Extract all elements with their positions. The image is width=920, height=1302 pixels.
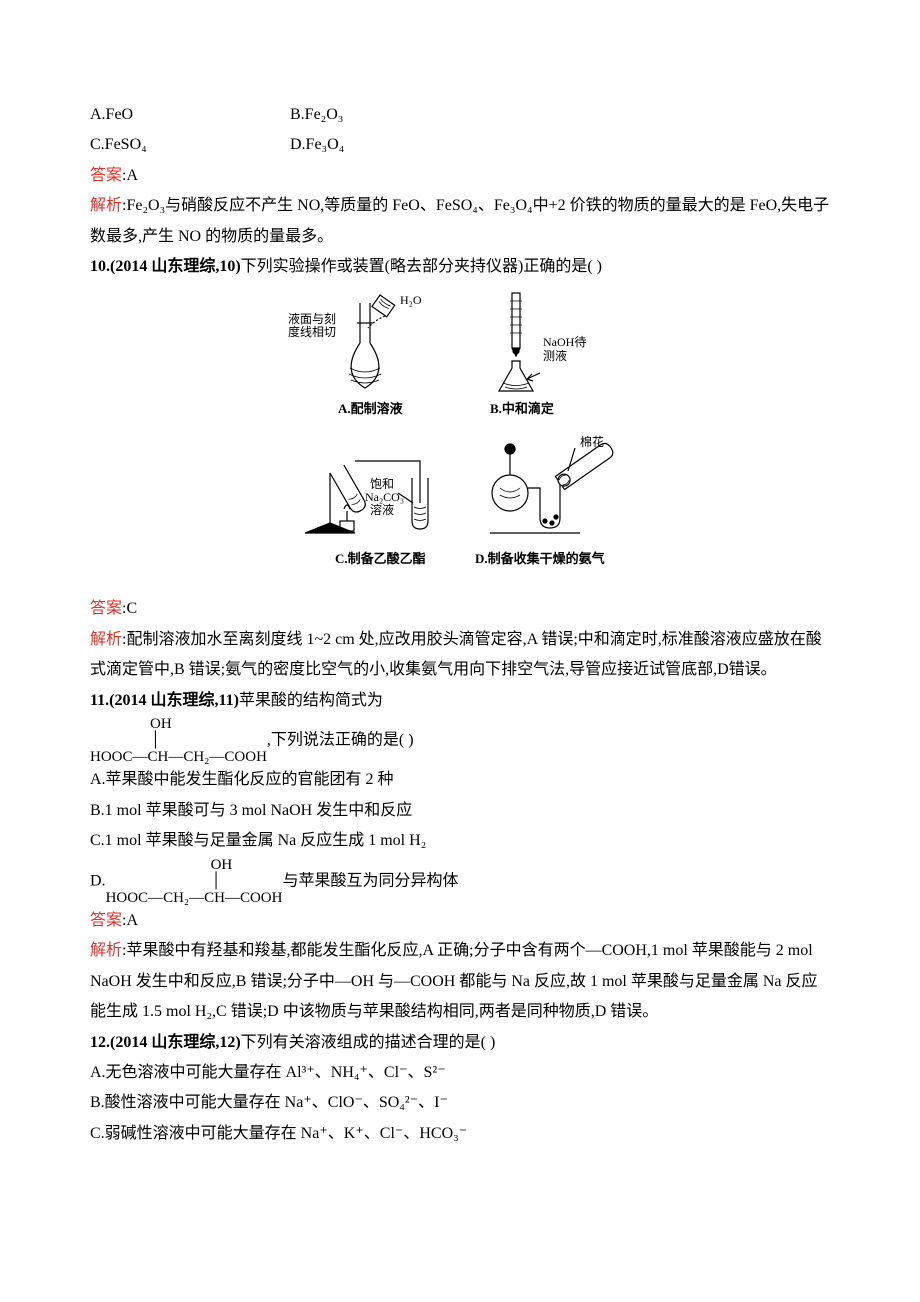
q11-answer: 答案:A xyxy=(90,906,830,936)
answer-value: :A xyxy=(122,167,138,184)
fig-a-note2: 度线相切 xyxy=(288,324,336,339)
opt-d: D.Fe₃O₄ xyxy=(290,130,344,160)
fig-c-caption: C.制备乙酸乙酯 xyxy=(335,551,426,566)
q12-opt-a: A.无色溶液中可能大量存在 Al³⁺、NH₄⁺、Cl⁻、S²⁻ xyxy=(90,1058,830,1088)
q11-tail: ,下列说法正确的是( ) xyxy=(267,731,414,748)
opt-c: C.FeSO₄ xyxy=(90,130,290,160)
apparatus-diagram: 液面与刻 度线相切 H₂O NaOH待 测液 饱和 Na₂CO₃ 溶液 棉花 A… xyxy=(280,288,640,588)
q12-head: 12.(2014 山东理综,12) xyxy=(90,1034,241,1051)
q9-explanation: 解析:Fe₂O₃与硝酸反应不产生 NO,等质量的 FeO、FeSO₄、Fe₃O₄… xyxy=(90,191,830,252)
answer-value: :A xyxy=(122,912,138,929)
explain-body: :配制溶液加水至离刻度线 1~2 cm 处,应改用胶头滴管定容,A 错误;中和滴… xyxy=(90,631,822,678)
opt-a: A.FeO xyxy=(90,100,290,130)
fig-h2o: H₂O xyxy=(400,293,422,307)
q9-options-row2: C.FeSO₄ D.Fe₃O₄ xyxy=(90,130,830,160)
fig-a-note1: 液面与刻 xyxy=(288,311,336,326)
explain-label: 解析 xyxy=(90,631,122,648)
fig-cotton: 棉花 xyxy=(580,434,604,449)
struct2-oh: OH xyxy=(106,857,283,874)
q11-opt-a: A.苹果酸中能发生酯化反应的官能团有 2 种 xyxy=(90,765,830,795)
struct-oh: OH xyxy=(90,716,267,733)
fig-na2co3-2: Na₂CO₃ xyxy=(365,490,404,504)
q11-stem: 11.(2014 山东理综,11)苹果酸的结构简式为 xyxy=(90,686,830,716)
q9-options-row1: A.FeO B.Fe₂O₃ xyxy=(90,100,830,130)
struct-bar: │ xyxy=(90,732,267,749)
q10-stem: 10.(2014 山东理综,10)下列实验操作或装置(略去部分夹持仪器)正确的是… xyxy=(90,252,830,282)
fig-na2co3-1: 饱和 xyxy=(370,476,394,491)
q10-answer: 答案:C xyxy=(90,594,830,624)
explain-label: 解析 xyxy=(90,197,122,214)
struct-main: HOOC—CH—CH₂—COOH xyxy=(90,749,267,766)
q11-structure-line: OH │ HOOC—CH—CH₂—COOH ,下列说法正确的是( ) xyxy=(90,716,830,766)
answer-label: 答案 xyxy=(90,167,122,184)
q10-body: 下列实验操作或装置(略去部分夹持仪器)正确的是( ) xyxy=(241,258,602,275)
explain-body: :苹果酸中有羟基和羧基,都能发生酯化反应,A 正确;分子中含有两个—COOH,1… xyxy=(90,942,818,1020)
q10-explanation: 解析:配制溶液加水至离刻度线 1~2 cm 处,应改用胶头滴管定容,A 错误;中… xyxy=(90,625,830,686)
answer-label: 答案 xyxy=(90,600,122,617)
q11-body: 苹果酸的结构简式为 xyxy=(239,692,383,709)
struct2-main: HOOC—CH₂—CH—COOH xyxy=(106,890,283,907)
malic-acid-structure: OH │ HOOC—CH—CH₂—COOH xyxy=(90,716,267,766)
explain-label: 解析 xyxy=(90,942,122,959)
q10-head: 10.(2014 山东理综,10) xyxy=(90,258,241,275)
answer-value: :C xyxy=(122,600,137,617)
q12-opt-c: C.弱碱性溶液中可能大量存在 Na⁺、K⁺、Cl⁻、HCO₃⁻ xyxy=(90,1119,830,1149)
q11-head: 11.(2014 山东理综,11) xyxy=(90,692,239,709)
isomer-structure: OH │ HOOC—CH₂—CH—COOH xyxy=(106,857,283,907)
q11-explanation: 解析:苹果酸中有羟基和羧基,都能发生酯化反应,A 正确;分子中含有两个—COOH… xyxy=(90,936,830,1027)
q12-opt-b: B.酸性溶液中可能大量存在 Na⁺、ClO⁻、SO₄²⁻、I⁻ xyxy=(90,1088,830,1118)
q12-stem: 12.(2014 山东理综,12)下列有关溶液组成的描述合理的是( ) xyxy=(90,1028,830,1058)
fig-na2co3-3: 溶液 xyxy=(370,502,394,517)
opt-d-tail: 与苹果酸互为同分异构体 xyxy=(282,872,458,889)
explain-body: :Fe₂O₃与硝酸反应不产生 NO,等质量的 FeO、FeSO₄、Fe₃O₄中+… xyxy=(90,197,829,244)
fig-naoh1: NaOH待 xyxy=(543,335,586,349)
fig-naoh2: 测液 xyxy=(543,348,567,363)
q10-figure: 液面与刻 度线相切 H₂O NaOH待 测液 饱和 Na₂CO₃ 溶液 棉花 A… xyxy=(90,288,830,588)
struct2-bar: │ xyxy=(106,873,283,890)
q11-opt-d: D. OH │ HOOC—CH₂—CH—COOH 与苹果酸互为同分异构体 xyxy=(90,857,830,907)
fig-a-caption: A.配制溶液 xyxy=(338,401,403,416)
q9-answer: 答案:A xyxy=(90,161,830,191)
opt-b: B.Fe₂O₃ xyxy=(290,100,343,130)
q12-body: 下列有关溶液组成的描述合理的是( ) xyxy=(241,1034,496,1051)
answer-label: 答案 xyxy=(90,912,122,929)
q11-opt-b: B.1 mol 苹果酸可与 3 mol NaOH 发生中和反应 xyxy=(90,796,830,826)
q11-opt-c: C.1 mol 苹果酸与足量金属 Na 反应生成 1 mol H₂ xyxy=(90,826,830,856)
fig-b-caption: B.中和滴定 xyxy=(490,401,554,416)
opt-d-prefix: D. xyxy=(90,872,106,889)
fig-d-caption: D.制备收集干燥的氨气 xyxy=(475,551,605,566)
